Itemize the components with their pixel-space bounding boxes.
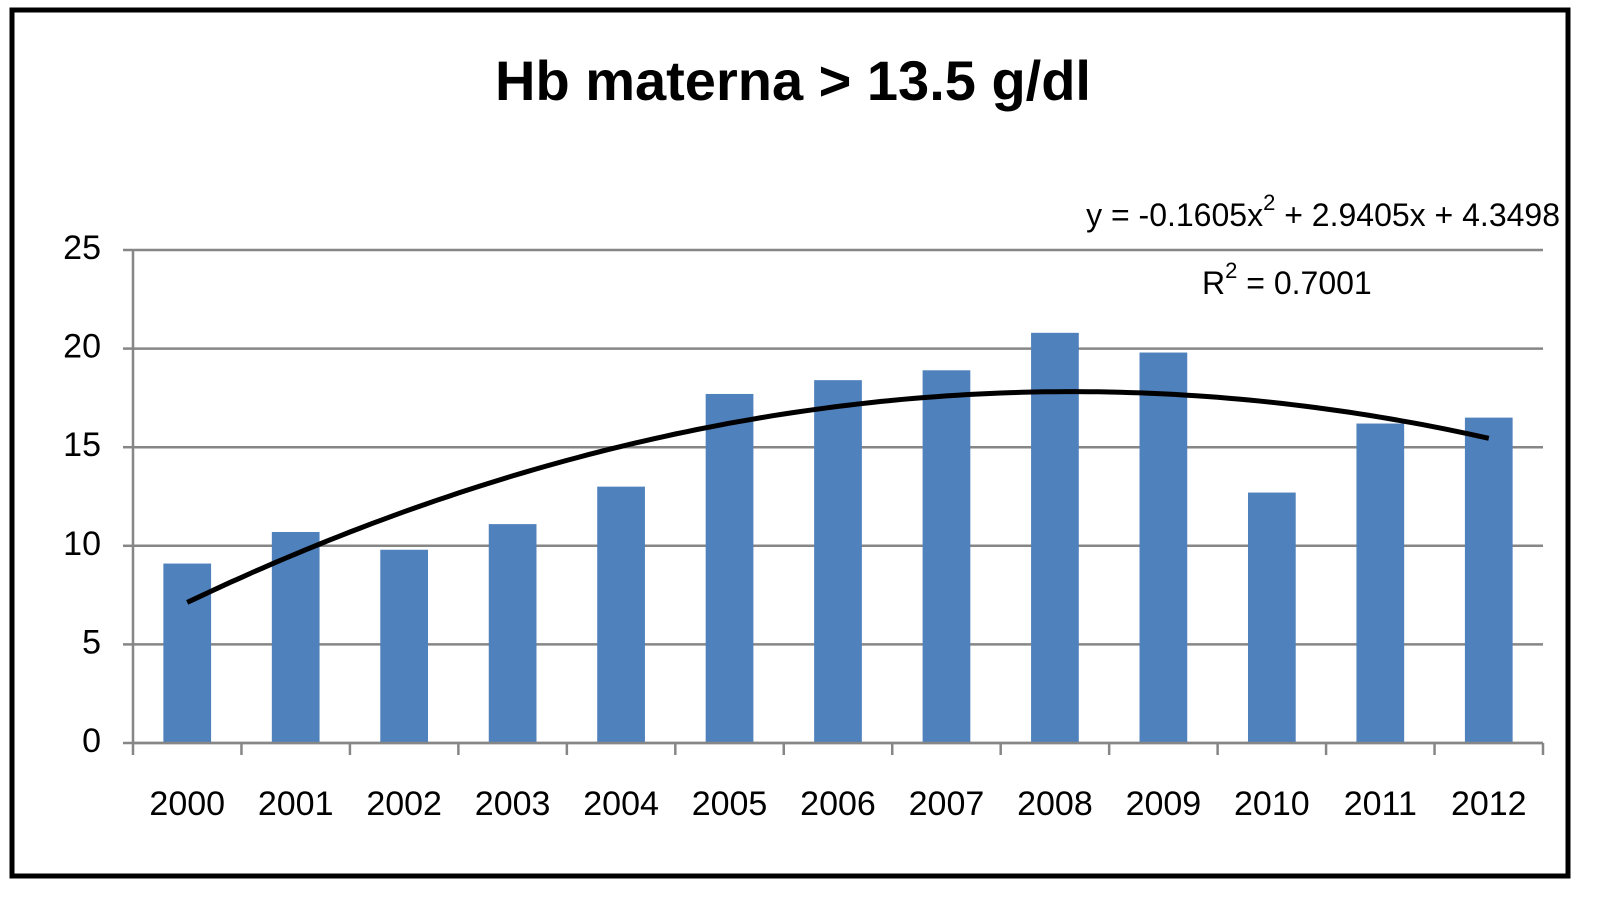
x-tick-label: 2003 [475, 785, 551, 823]
bar [1139, 352, 1188, 743]
bar [1464, 417, 1513, 743]
bar [271, 531, 320, 743]
x-tick-label: 2004 [583, 785, 659, 823]
superscript: 2 [1225, 258, 1237, 283]
bar [1031, 332, 1079, 743]
x-tick-label: 2005 [692, 785, 768, 823]
chart-frame [9, 7, 1571, 879]
y-tick-label: 25 [63, 229, 101, 267]
bar [705, 393, 754, 743]
superscript: 2 [1263, 190, 1275, 215]
x-tick-label: 2011 [1344, 785, 1417, 823]
bar [814, 380, 862, 743]
y-tick-label: 10 [63, 525, 101, 563]
x-tick-label: 2000 [149, 785, 225, 823]
chart-title: Hb materna > 13.5 g/dl [495, 49, 1091, 112]
label-part: R [1202, 265, 1225, 301]
x-tick-label: 2008 [1017, 785, 1093, 823]
x-tick-label: 2007 [909, 785, 985, 823]
y-tick-label: 5 [82, 623, 101, 661]
y-tick-label: 15 [63, 426, 101, 464]
bar [380, 549, 429, 743]
x-tick-label: 2009 [1126, 785, 1202, 823]
label-part: + 2.9405x + 4.3498 [1275, 197, 1560, 233]
bar [1247, 492, 1296, 743]
bar [597, 486, 645, 743]
x-tick-label: 2010 [1234, 785, 1310, 823]
label-part: = 0.7001 [1237, 265, 1371, 301]
y-tick-label: 0 [82, 722, 101, 760]
bar [1356, 423, 1405, 743]
trendline-label: R2 = 0.7001 [1202, 258, 1372, 302]
x-tick-label: 2012 [1451, 785, 1527, 823]
label-part: y = -0.1605x [1086, 197, 1263, 233]
trendline [186, 389, 1490, 605]
x-tick-label: 2002 [366, 785, 442, 823]
trendline-label: y = -0.1605x2 + 2.9405x + 4.3498 [1086, 190, 1560, 234]
x-tick-label: 2006 [800, 785, 876, 823]
y-tick-label: 20 [63, 328, 101, 366]
bar [922, 370, 971, 743]
x-tick-label: 2001 [258, 785, 334, 823]
bar [488, 524, 537, 743]
bar [163, 563, 212, 743]
